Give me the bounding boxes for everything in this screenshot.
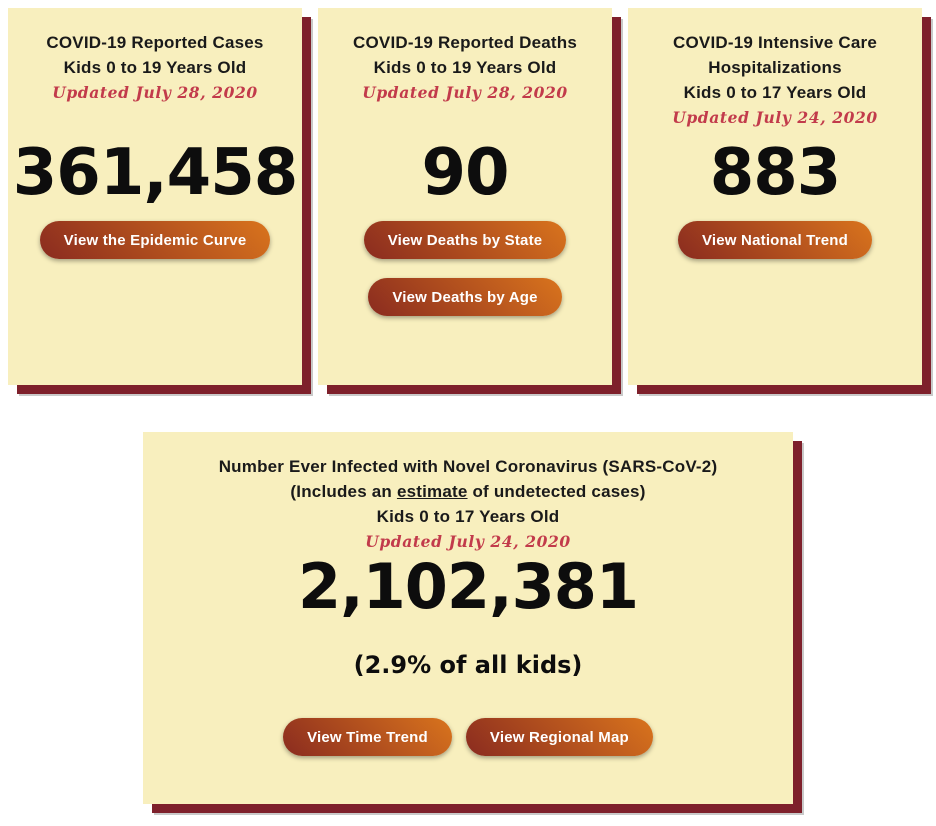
card-updated-date: Updated July 28, 2020 xyxy=(52,83,258,102)
card-updated-date: Updated July 24, 2020 xyxy=(672,108,878,127)
card-buttons: View National Trend xyxy=(677,221,873,259)
card-title-line: COVID-19 Reported Cases xyxy=(46,33,264,52)
percent-of-all-kids: (2.9% of all kids) xyxy=(353,651,583,679)
view-national-trend-button[interactable]: View National Trend xyxy=(677,221,873,259)
card-title-line: COVID-19 Intensive Care xyxy=(673,33,877,52)
card-buttons: View the Epidemic Curve xyxy=(39,221,271,259)
card-title-line: Kids 0 to 17 Years Old xyxy=(683,83,867,102)
view-deaths-by-state-button[interactable]: View Deaths by State xyxy=(363,221,567,259)
card-value-area: 90 xyxy=(421,130,509,216)
reported-cases-count: 361,458 xyxy=(12,136,298,210)
card-title-line: (Includes an estimate of undetected case… xyxy=(143,479,793,504)
card-title-line: Kids 0 to 19 Years Old xyxy=(373,58,557,77)
view-regional-map-button[interactable]: View Regional Map xyxy=(465,718,653,756)
view-deaths-by-age-button[interactable]: View Deaths by Age xyxy=(368,278,562,316)
view-time-trend-button[interactable]: View Time Trend xyxy=(283,718,452,756)
card-updated-date: Updated July 28, 2020 xyxy=(362,83,568,102)
icu-hospitalizations-count: 883 xyxy=(709,136,842,210)
stat-cards-row: COVID-19 Reported Cases Kids 0 to 19 Yea… xyxy=(0,0,936,385)
card-buttons: View Time Trend View Regional Map xyxy=(143,718,793,756)
card-title-line: Kids 0 to 19 Years Old xyxy=(63,58,247,77)
card-header: Number Ever Infected with Novel Coronavi… xyxy=(143,454,793,554)
card-title-line: Kids 0 to 17 Years Old xyxy=(376,507,560,526)
card-header: COVID-19 Reported Deaths Kids 0 to 19 Ye… xyxy=(353,30,577,130)
card-title-line: Number Ever Infected with Novel Coronavi… xyxy=(218,457,718,476)
card-buttons: View Deaths by State View Deaths by Age xyxy=(363,221,567,316)
ever-infected-count: 2,102,381 xyxy=(297,550,639,623)
title-segment: of undetected cases) xyxy=(467,482,646,501)
card-icu-hospitalizations: COVID-19 Intensive Care Hospitalizations… xyxy=(628,8,922,385)
estimate-underlined-word: estimate xyxy=(396,482,468,501)
card-header: COVID-19 Reported Cases Kids 0 to 19 Yea… xyxy=(46,30,263,130)
card-ever-infected: Number Ever Infected with Novel Coronavi… xyxy=(143,432,793,804)
card-header: COVID-19 Intensive Care Hospitalizations… xyxy=(672,30,878,130)
card-reported-cases: COVID-19 Reported Cases Kids 0 to 19 Yea… xyxy=(8,8,302,385)
reported-deaths-count: 90 xyxy=(421,136,509,210)
card-value-area: 361,458 xyxy=(13,130,298,216)
card-title-line: Hospitalizations xyxy=(708,58,842,77)
title-segment: (Includes an xyxy=(290,482,397,501)
card-value-area: 883 xyxy=(709,130,842,216)
card-reported-deaths: COVID-19 Reported Deaths Kids 0 to 19 Ye… xyxy=(318,8,612,385)
view-epidemic-curve-button[interactable]: View the Epidemic Curve xyxy=(39,221,271,259)
card-title-line: COVID-19 Reported Deaths xyxy=(353,33,577,52)
card-updated-date: Updated July 24, 2020 xyxy=(365,532,571,551)
